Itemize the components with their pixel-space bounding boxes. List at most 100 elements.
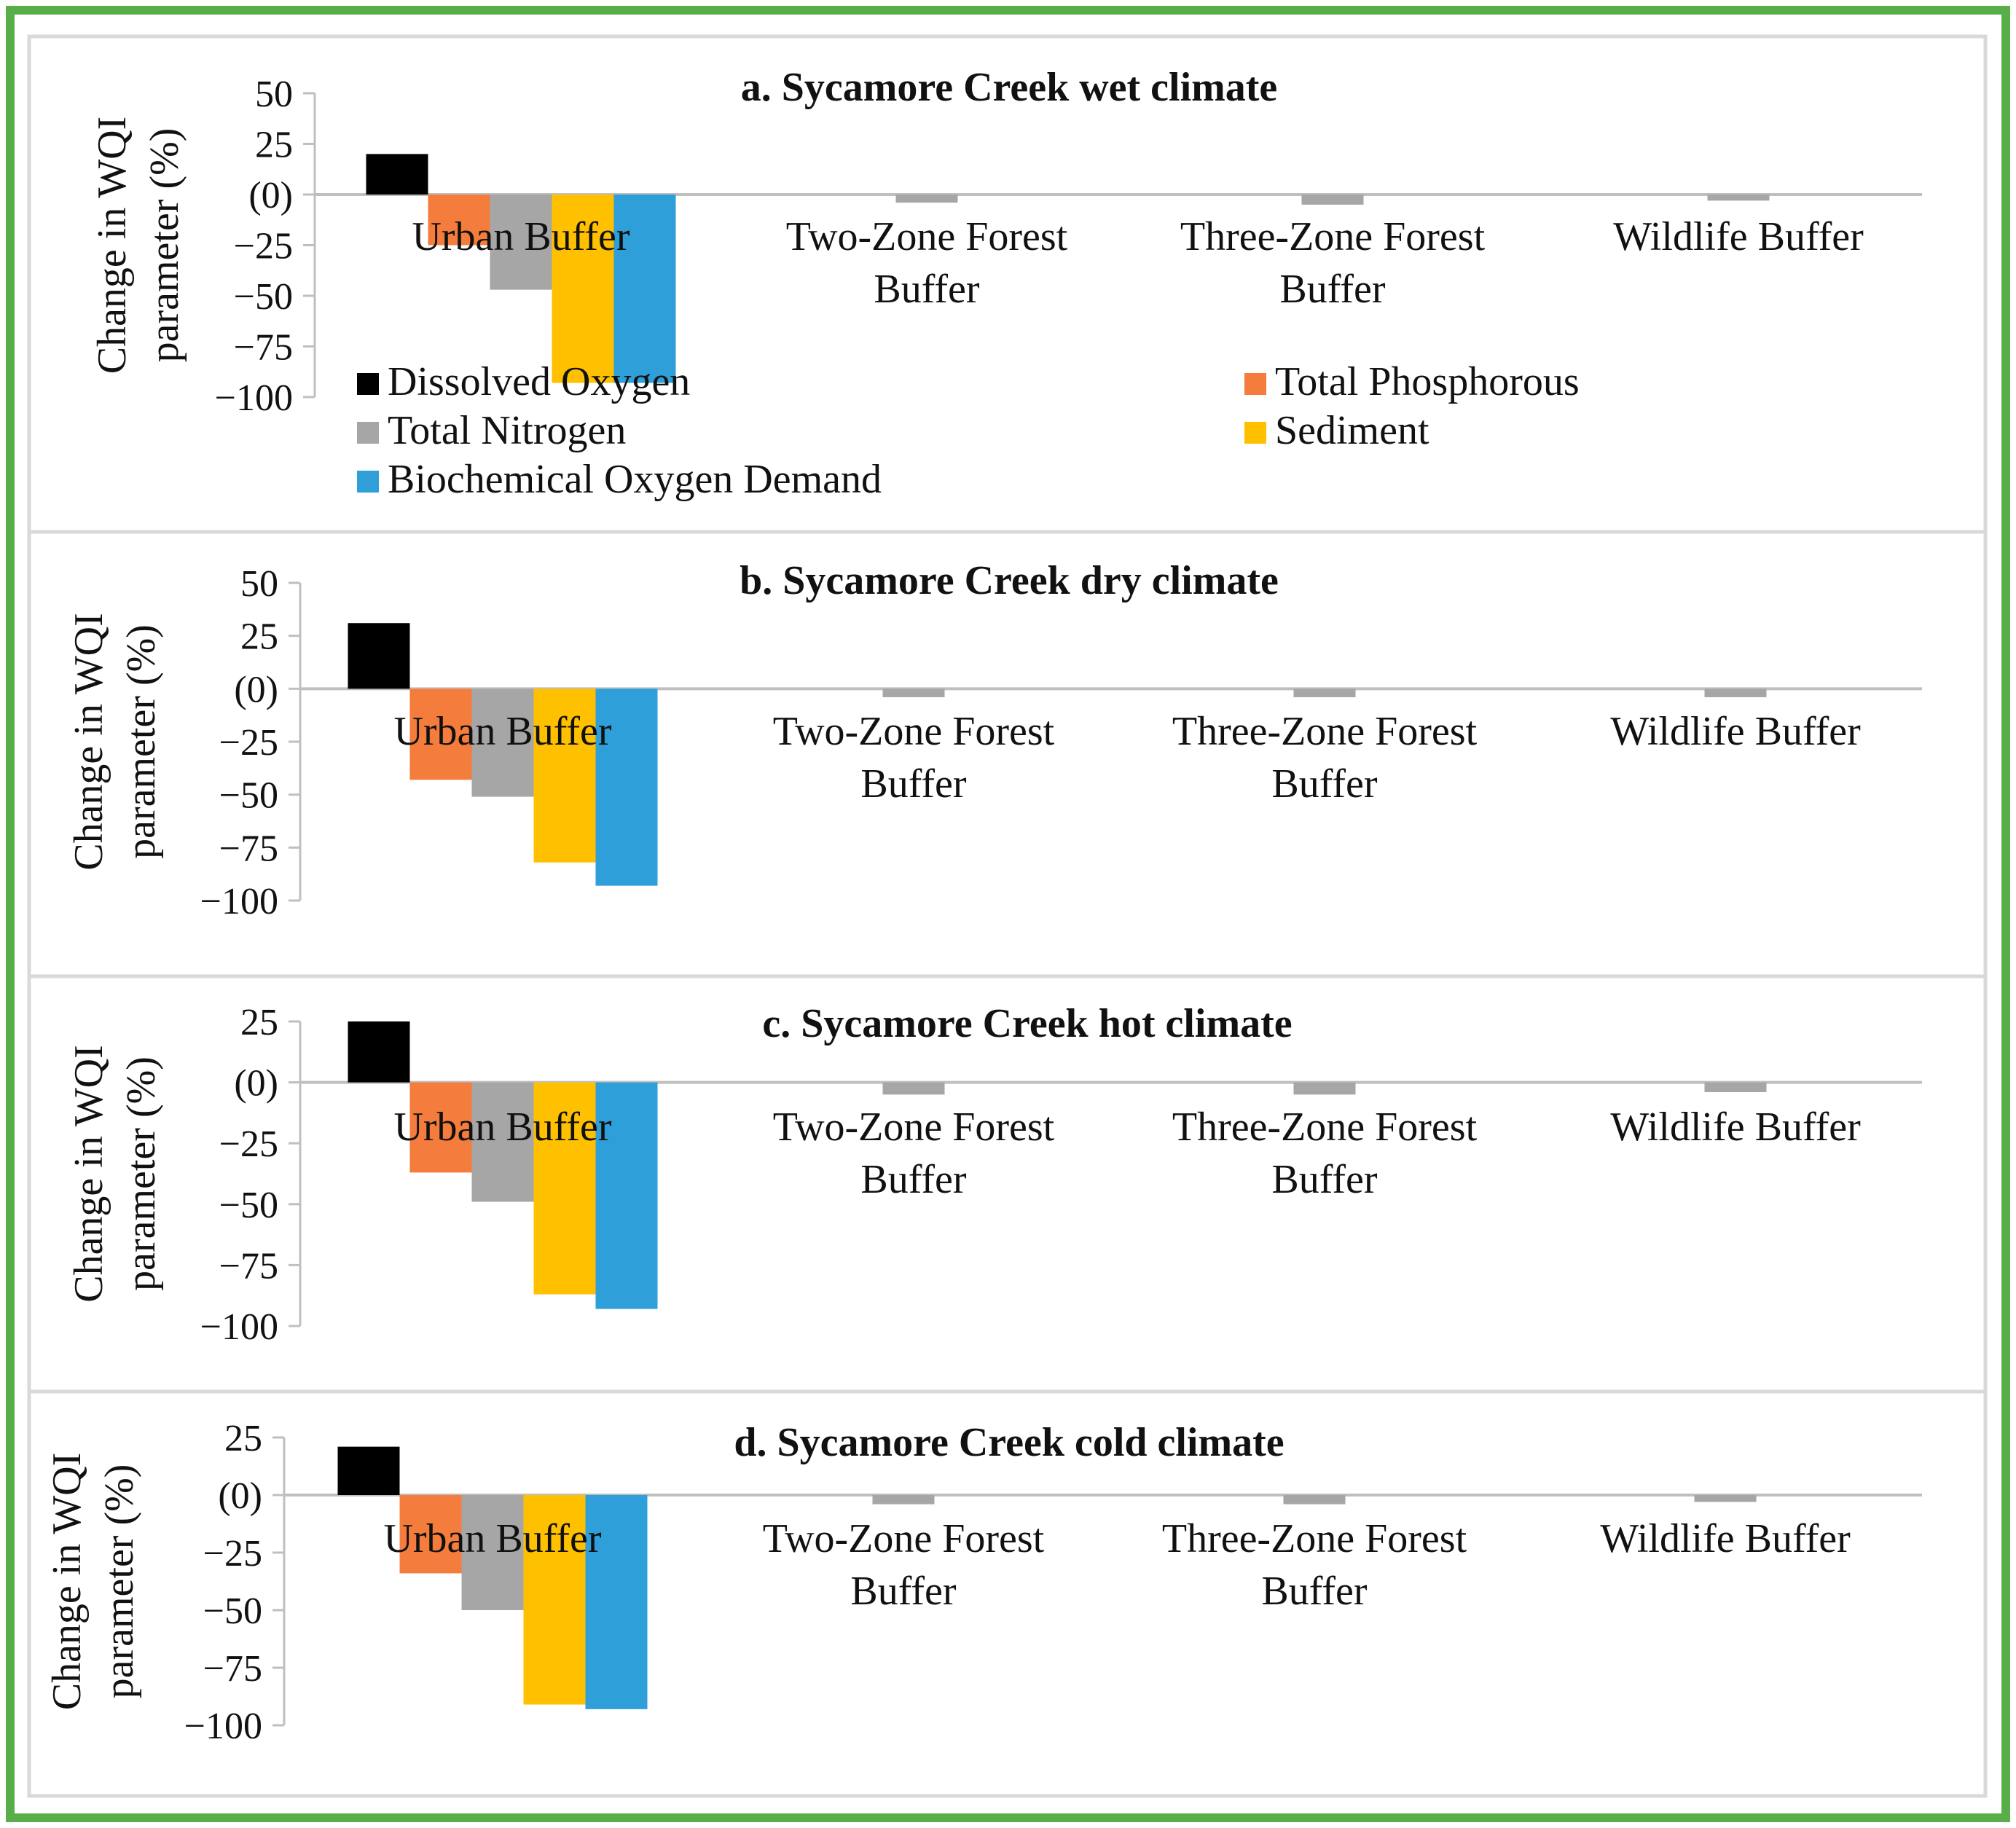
category-label: Buffer [874,267,979,312]
y-tick-label: 50 [255,74,293,115]
y-axis-label: parameter (%) [142,128,187,363]
category-label: Buffer [1279,267,1385,312]
bar-total-nitrogen [1694,1495,1757,1502]
category-label: Two-Zone Forest [773,709,1055,754]
y-tick-label: −100 [200,881,278,922]
chart-title: a. Sycamore Creek wet climate [741,65,1278,110]
category-label: Urban Buffer [412,214,629,259]
y-tick-label: −100 [184,1706,262,1747]
bar-total-nitrogen [1707,195,1770,201]
y-tick-label: 25 [240,1002,278,1043]
category-label: Wildlife Buffer [1613,214,1864,259]
legend: Dissolved Oxygen Total Phosphorous Total N… [357,359,1580,502]
legend-swatch [357,373,379,395]
bar-biochemical-oxygen-demand [613,195,676,383]
y-tick-label: −75 [234,327,293,369]
bar-total-phosphorous [409,1082,472,1173]
chart-title: b. Sycamore Creek dry climate [740,558,1279,603]
bar-dissolved-oxygen [366,154,428,195]
legend-item: Dissolved Oxygen [357,359,690,404]
bar-dissolved-oxygen [348,623,410,689]
y-tick-label: 50 [240,563,278,605]
legend-label: Sediment [1275,408,1429,453]
bar-sediment [533,1082,596,1295]
y-axis-label: Change in WQI [90,117,135,374]
legend-item: Biochemical Oxygen Demand [357,457,882,502]
y-axis-label: parameter (%) [119,624,164,859]
legend-label: Total Nitrogen [388,408,626,453]
legend-item: Sediment [1244,408,1429,453]
outer-border [6,6,2010,1822]
legend-label: Biochemical Oxygen Demand [388,457,882,502]
y-axis-label: parameter (%) [119,1056,164,1291]
bar-total-nitrogen [1293,689,1356,697]
bar-biochemical-oxygen-demand [585,1495,648,1709]
category-label: Wildlife Buffer [1610,1105,1861,1150]
y-tick-label: −50 [219,1185,278,1226]
bar-sediment [552,195,614,383]
bar-total-nitrogen [490,195,552,290]
chart-title: c. Sycamore Creek hot climate [762,1001,1292,1046]
legend-swatch [1244,373,1266,395]
y-tick-label: −25 [203,1533,262,1574]
y-axis-label: Change in WQI [66,613,111,871]
category-label: Buffer [1261,1569,1367,1614]
legend-swatch [357,422,379,444]
category-label: Wildlife Buffer [1610,709,1861,754]
y-tick-label: −50 [234,276,293,318]
y-tick-label: (0) [234,1063,278,1105]
y-tick-label: (0) [218,1475,262,1517]
category-label: Two-Zone Forest [763,1516,1045,1561]
y-axis-label: parameter (%) [97,1464,142,1699]
y-axis-label: Change in WQI [44,1453,90,1711]
bar-biochemical-oxygen-demand [595,1082,658,1309]
category-label: Urban Buffer [393,1105,611,1150]
bar-total-nitrogen [1293,1082,1356,1095]
y-tick-label: −100 [215,377,293,419]
bar-total-nitrogen [895,195,958,203]
y-tick-label: (0) [234,669,278,710]
chart-panel-4: 25 (0) −25 −50 −75 −100 Urban Buffer Two-Zone F… [27,1389,1988,1798]
y-tick-label: (0) [248,175,293,216]
y-tick-label: −50 [219,775,278,817]
category-label: Buffer [1271,761,1377,807]
y-tick-label: −75 [203,1648,262,1690]
category-label: Buffer [850,1569,956,1614]
bar-total-nitrogen [471,689,534,797]
y-tick-label: 25 [240,616,278,658]
category-label: Three-Zone Forest [1162,1516,1467,1561]
category-label: Two-Zone Forest [773,1105,1055,1150]
legend-label: Total Phosphorous [1275,359,1580,404]
panel-frame [27,1389,1988,1798]
legend-swatch [357,471,379,493]
bar-total-nitrogen [1704,1082,1767,1092]
legend-label: Dissolved Oxygen [388,359,690,404]
legend-item: Total Phosphorous [1244,359,1580,404]
y-tick-label: 25 [255,125,293,166]
bar-total-nitrogen [461,1495,524,1610]
legend-item: Total Nitrogen [357,408,626,453]
category-label: Buffer [860,761,966,807]
chart-title: d. Sycamore Creek cold climate [734,1420,1284,1465]
bar-total-phosphorous [409,689,472,780]
y-tick-label: −100 [200,1306,278,1348]
bar-total-phosphorous [428,195,490,246]
y-tick-label: −25 [219,722,278,764]
category-label: Urban Buffer [393,709,611,754]
bar-biochemical-oxygen-demand [595,689,658,886]
bar-total-phosphorous [399,1495,462,1574]
bar-dissolved-oxygen [348,1021,410,1083]
y-tick-label: −75 [219,1245,278,1287]
legend-swatch [1244,422,1266,444]
bar-total-nitrogen [1283,1495,1346,1505]
category-label: Three-Zone Forest [1172,709,1478,754]
bar-total-nitrogen [882,1082,945,1095]
y-tick-label: −25 [234,226,293,267]
bar-total-nitrogen [1301,195,1364,205]
category-label: Three-Zone Forest [1172,1105,1478,1150]
y-axis-label: Change in WQI [66,1045,111,1303]
y-tick-label: −75 [219,828,278,869]
bar-sediment [523,1495,586,1705]
category-label: Three-Zone Forest [1180,214,1486,259]
y-tick-label: −50 [203,1590,262,1632]
